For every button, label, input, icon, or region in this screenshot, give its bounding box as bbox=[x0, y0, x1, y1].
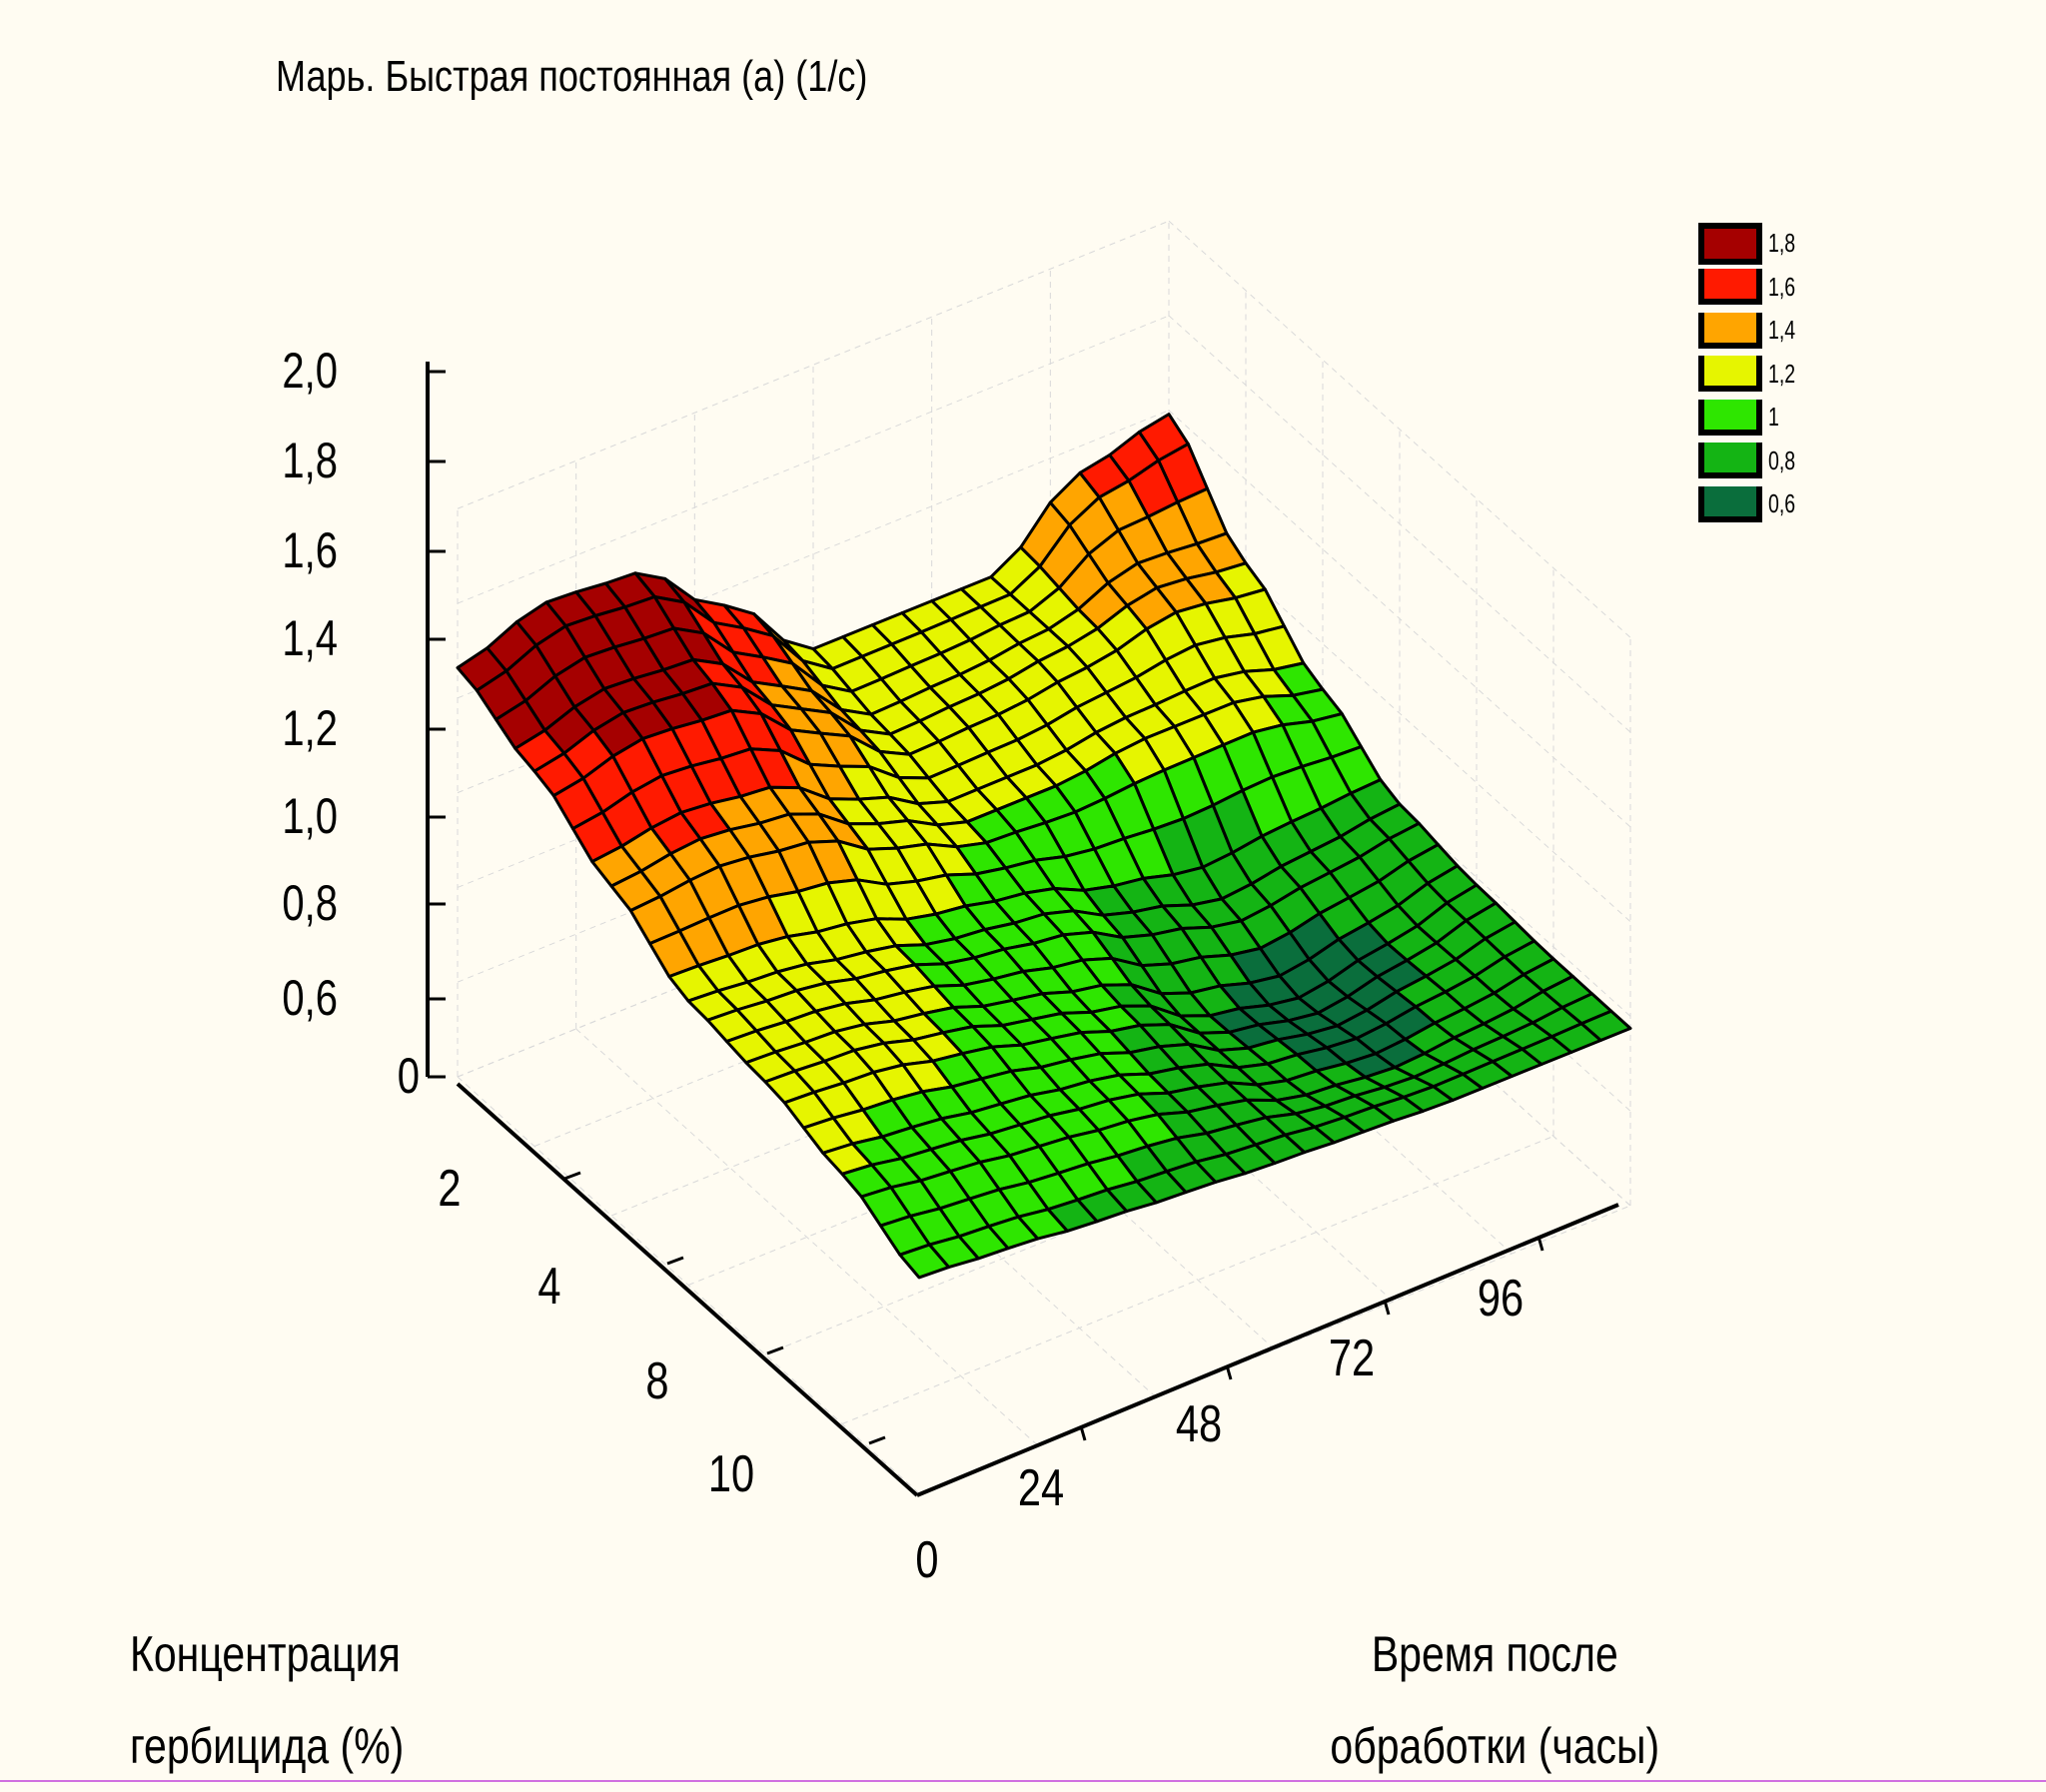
x-axis-label: Концентрация гербицида (%) bbox=[130, 1608, 405, 1792]
legend-swatch bbox=[1698, 312, 1762, 349]
legend: 1,8 1,6 1,4 1,2 1 0,8 0,6 bbox=[1698, 222, 1804, 526]
gridline bbox=[1168, 410, 1631, 828]
legend-label: 1,2 bbox=[1768, 358, 1796, 389]
x-tick-label: 10 bbox=[707, 1445, 755, 1503]
legend-label: 0,8 bbox=[1768, 445, 1796, 475]
x-axis-label-line-1: Концентрация bbox=[130, 1626, 401, 1682]
surface-mesh bbox=[456, 413, 1632, 1280]
x-tick-mark bbox=[868, 1435, 886, 1445]
legend-label: 1,8 bbox=[1768, 228, 1796, 259]
z-tick-label: 0 bbox=[397, 1048, 420, 1104]
y-axis-line bbox=[916, 1203, 1619, 1497]
x-tick-label: 8 bbox=[645, 1352, 669, 1410]
z-tick-label: 1,6 bbox=[282, 522, 338, 578]
legend-label: 1 bbox=[1768, 402, 1779, 433]
x-tick-mark bbox=[766, 1345, 784, 1355]
legend-swatch bbox=[1698, 485, 1762, 522]
x-tick-label: 2 bbox=[438, 1160, 462, 1218]
y-tick-label: 96 bbox=[1477, 1270, 1525, 1328]
y-tick-mark bbox=[1225, 1364, 1233, 1380]
gridline bbox=[1168, 315, 1631, 733]
x-tick-mark bbox=[666, 1256, 684, 1266]
y-tick-mark bbox=[1383, 1300, 1391, 1316]
z-tick-label: 1,2 bbox=[282, 700, 338, 756]
z-tick-label: 1,8 bbox=[282, 433, 338, 488]
gridline bbox=[457, 410, 1170, 699]
legend-entry: 1,4 bbox=[1698, 309, 1804, 353]
y-tick-mark bbox=[1079, 1425, 1087, 1441]
legend-entry: 0,6 bbox=[1698, 482, 1804, 526]
legend-swatch bbox=[1698, 399, 1762, 436]
legend-entry: 1,8 bbox=[1698, 222, 1804, 266]
x-tick-label: 0 bbox=[915, 1531, 939, 1589]
x-axis-label-line-2: гербицида (%) bbox=[130, 1718, 405, 1774]
x-tick-mark bbox=[563, 1171, 581, 1181]
gridline bbox=[575, 1028, 1039, 1446]
z-tick-label: 1,4 bbox=[282, 610, 338, 666]
y-axis-label: Время после обработки (часы) bbox=[1319, 1608, 1671, 1792]
gridline bbox=[457, 315, 1170, 604]
legend-swatch bbox=[1698, 222, 1762, 265]
legend-label: 1,4 bbox=[1768, 315, 1796, 346]
legend-swatch bbox=[1698, 269, 1762, 306]
legend-swatch bbox=[1698, 356, 1762, 393]
legend-entry: 1 bbox=[1698, 396, 1804, 440]
x-axis-line bbox=[456, 1082, 919, 1497]
legend-entry: 1,6 bbox=[1698, 266, 1804, 310]
legend-entry: 0,8 bbox=[1698, 440, 1804, 483]
y-axis-label-line-1: Время после bbox=[1371, 1626, 1618, 1682]
chart-title: Марь. Быстрая постоянная (a) (1/c) bbox=[276, 52, 868, 101]
surface-cell bbox=[898, 1243, 951, 1280]
legend-swatch bbox=[1698, 443, 1762, 479]
axes bbox=[426, 362, 1619, 1497]
legend-entry: 1,2 bbox=[1698, 353, 1804, 397]
y-tick-label: 48 bbox=[1175, 1395, 1223, 1453]
z-tick-label: 0,8 bbox=[282, 875, 338, 931]
bottom-border bbox=[0, 1780, 2046, 1782]
gridline bbox=[918, 1205, 1631, 1494]
y-tick-label: 24 bbox=[1017, 1459, 1065, 1517]
gridline bbox=[457, 220, 1170, 509]
z-tick-label: 2,0 bbox=[282, 343, 338, 399]
legend-label: 1,6 bbox=[1768, 271, 1796, 302]
z-tick-label: 1,0 bbox=[282, 788, 338, 844]
gridline bbox=[1168, 220, 1631, 638]
legend-label: 0,6 bbox=[1768, 488, 1796, 519]
y-tick-label: 72 bbox=[1328, 1330, 1376, 1387]
z-tick-label: 0,6 bbox=[282, 970, 338, 1026]
x-tick-label: 4 bbox=[537, 1258, 561, 1316]
y-tick-mark bbox=[1536, 1236, 1544, 1252]
y-axis-label-line-2: обработки (часы) bbox=[1330, 1718, 1660, 1774]
